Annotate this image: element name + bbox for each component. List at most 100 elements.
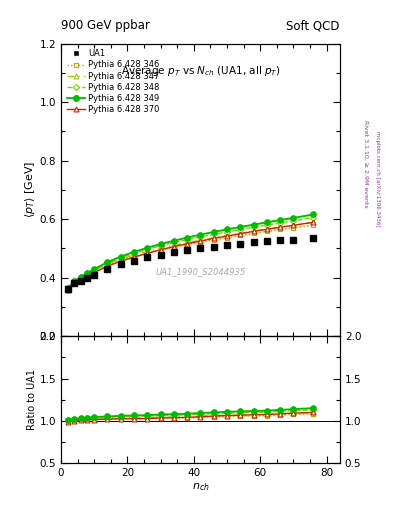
Pythia 6.428 348 xyxy=(211,231,216,238)
Pythia 6.428 347 xyxy=(145,248,150,254)
Pythia 6.428 346 xyxy=(264,228,269,234)
Pythia 6.428 349 xyxy=(185,234,189,241)
Pythia 6.428 347 xyxy=(72,279,77,285)
Text: UA1_1990_S2044935: UA1_1990_S2044935 xyxy=(155,267,246,276)
Pythia 6.428 348 xyxy=(225,229,230,235)
Line: Pythia 6.428 348: Pythia 6.428 348 xyxy=(66,216,316,291)
UA1 xyxy=(185,247,189,253)
Pythia 6.428 348 xyxy=(251,224,256,230)
Pythia 6.428 349 xyxy=(291,215,296,221)
Line: UA1: UA1 xyxy=(64,235,316,292)
Pythia 6.428 348 xyxy=(311,215,316,221)
UA1 xyxy=(158,252,163,258)
UA1 xyxy=(278,237,283,243)
Pythia 6.428 347 xyxy=(251,228,256,234)
Pythia 6.428 348 xyxy=(278,220,283,226)
Pythia 6.428 346 xyxy=(118,257,123,263)
Pythia 6.428 370 xyxy=(225,233,230,239)
UA1 xyxy=(211,244,216,250)
Pythia 6.428 348 xyxy=(72,279,77,285)
UA1 xyxy=(251,240,256,246)
Pythia 6.428 347 xyxy=(291,222,296,228)
Pythia 6.428 349 xyxy=(251,222,256,228)
Pythia 6.428 346 xyxy=(145,250,150,256)
UA1 xyxy=(79,278,83,284)
Pythia 6.428 349 xyxy=(79,273,83,280)
Pythia 6.428 346 xyxy=(72,279,77,285)
Pythia 6.428 349 xyxy=(92,266,97,272)
Pythia 6.428 370 xyxy=(311,219,316,225)
UA1 xyxy=(85,274,90,281)
Pythia 6.428 347 xyxy=(185,240,189,246)
UA1 xyxy=(198,245,203,251)
Pythia 6.428 370 xyxy=(158,247,163,253)
Pythia 6.428 349 xyxy=(158,241,163,247)
UA1 xyxy=(65,286,70,292)
Pythia 6.428 370 xyxy=(105,263,110,269)
Pythia 6.428 346 xyxy=(171,244,176,250)
Pythia 6.428 370 xyxy=(118,258,123,264)
Legend: UA1, Pythia 6.428 346, Pythia 6.428 347, Pythia 6.428 348, Pythia 6.428 349, Pyt: UA1, Pythia 6.428 346, Pythia 6.428 347,… xyxy=(65,48,162,115)
Line: Pythia 6.428 370: Pythia 6.428 370 xyxy=(65,220,316,293)
UA1 xyxy=(311,235,316,241)
Pythia 6.428 347 xyxy=(132,252,136,258)
Pythia 6.428 370 xyxy=(264,226,269,232)
Text: mcplots.cern.ch [arXiv:1306.3436]: mcplots.cern.ch [arXiv:1306.3436] xyxy=(375,132,380,227)
Pythia 6.428 348 xyxy=(79,274,83,281)
Pythia 6.428 346 xyxy=(158,247,163,253)
Pythia 6.428 346 xyxy=(105,262,110,268)
Pythia 6.428 370 xyxy=(132,254,136,260)
Pythia 6.428 370 xyxy=(238,230,242,237)
Pythia 6.428 346 xyxy=(311,222,316,228)
Pythia 6.428 370 xyxy=(65,287,70,293)
Pythia 6.428 349 xyxy=(225,226,230,232)
Pythia 6.428 347 xyxy=(311,219,316,225)
Pythia 6.428 370 xyxy=(72,281,77,287)
Y-axis label: Ratio to UA1: Ratio to UA1 xyxy=(27,369,37,430)
Pythia 6.428 346 xyxy=(211,237,216,243)
Pythia 6.428 347 xyxy=(85,271,90,277)
Pythia 6.428 348 xyxy=(158,243,163,249)
Pythia 6.428 347 xyxy=(118,256,123,262)
Pythia 6.428 370 xyxy=(171,244,176,250)
Pythia 6.428 349 xyxy=(311,211,316,218)
UA1 xyxy=(72,281,77,287)
Line: Pythia 6.428 346: Pythia 6.428 346 xyxy=(65,223,316,291)
Pythia 6.428 348 xyxy=(238,226,242,232)
UA1 xyxy=(291,237,296,243)
Pythia 6.428 349 xyxy=(118,253,123,260)
Pythia 6.428 370 xyxy=(251,228,256,234)
Pythia 6.428 349 xyxy=(198,231,203,238)
Pythia 6.428 346 xyxy=(85,271,90,278)
X-axis label: $n_{ch}$: $n_{ch}$ xyxy=(191,481,209,493)
Pythia 6.428 349 xyxy=(211,229,216,235)
Pythia 6.428 370 xyxy=(211,236,216,242)
Pythia 6.428 347 xyxy=(225,232,230,239)
UA1 xyxy=(225,242,230,248)
Pythia 6.428 347 xyxy=(278,224,283,230)
Pythia 6.428 348 xyxy=(85,270,90,276)
Text: Average $p_T$ vs $N_{ch}$ (UA1, all $p_T$): Average $p_T$ vs $N_{ch}$ (UA1, all $p_T… xyxy=(121,64,280,78)
Pythia 6.428 349 xyxy=(65,285,70,291)
Pythia 6.428 349 xyxy=(105,259,110,265)
Pythia 6.428 346 xyxy=(92,268,97,274)
Pythia 6.428 347 xyxy=(105,261,110,267)
Pythia 6.428 346 xyxy=(132,253,136,260)
Pythia 6.428 347 xyxy=(92,267,97,273)
Pythia 6.428 346 xyxy=(278,226,283,232)
Pythia 6.428 347 xyxy=(65,285,70,291)
Pythia 6.428 349 xyxy=(264,219,269,225)
Pythia 6.428 348 xyxy=(92,267,97,273)
Pythia 6.428 348 xyxy=(264,222,269,228)
Pythia 6.428 347 xyxy=(211,234,216,241)
Pythia 6.428 349 xyxy=(145,245,150,251)
UA1 xyxy=(132,258,136,264)
Pythia 6.428 349 xyxy=(171,238,176,244)
Text: Rivet 3.1.10, ≥ 2.9M events: Rivet 3.1.10, ≥ 2.9M events xyxy=(363,120,368,208)
Pythia 6.428 347 xyxy=(158,245,163,251)
Pythia 6.428 370 xyxy=(92,269,97,275)
Line: Pythia 6.428 347: Pythia 6.428 347 xyxy=(65,220,316,291)
UA1 xyxy=(264,238,269,244)
Pythia 6.428 347 xyxy=(171,242,176,248)
Pythia 6.428 347 xyxy=(198,237,203,243)
